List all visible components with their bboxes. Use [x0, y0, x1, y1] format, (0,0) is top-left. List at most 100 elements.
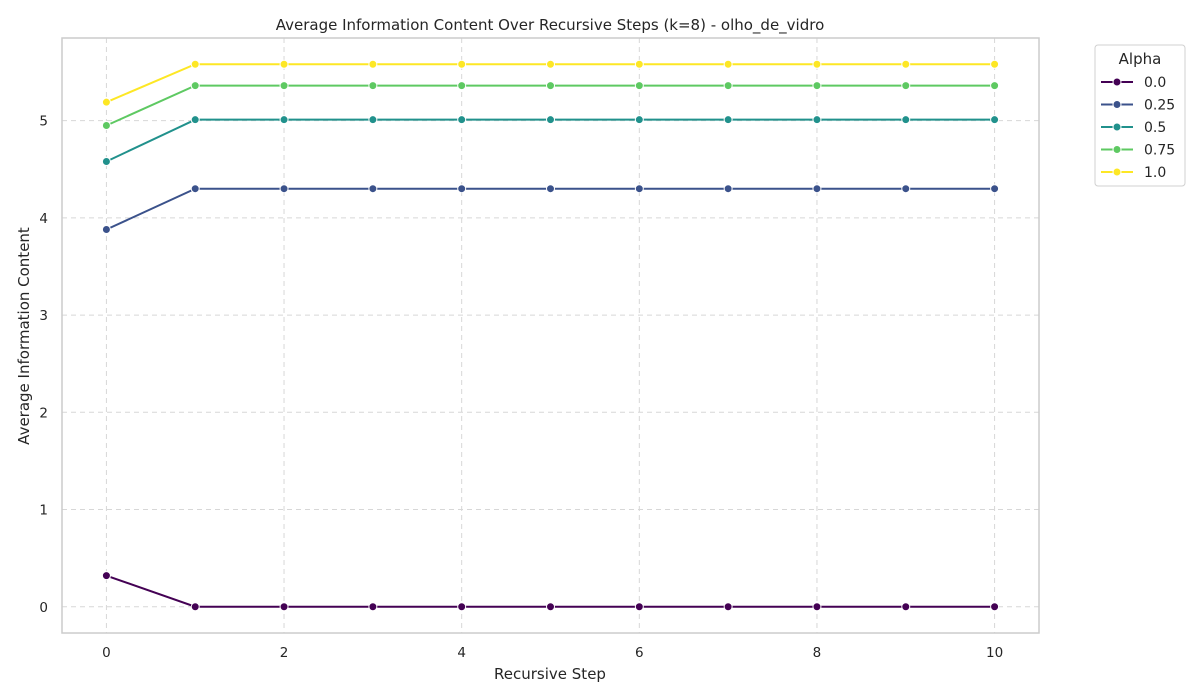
data-point [990, 184, 1000, 194]
legend-marker [1112, 122, 1122, 132]
data-point [812, 115, 822, 125]
data-point [101, 225, 111, 235]
x-tick-label: 0 [102, 645, 111, 661]
x-axis-ticks: 0 2 4 6 8 10 [102, 645, 1003, 661]
legend-item: 0.5 [1101, 120, 1166, 136]
series-line [105, 187, 995, 231]
legend-label: 0.25 [1144, 98, 1175, 114]
data-point [368, 115, 378, 125]
data-point [812, 59, 822, 69]
plot-frame [61, 37, 1040, 634]
data-point [723, 602, 733, 612]
data-point [812, 184, 822, 194]
x-axis-label: Recursive Step [494, 665, 606, 683]
data-point [901, 184, 911, 194]
data-point [279, 184, 289, 194]
gridlines [62, 38, 1039, 633]
data-point [990, 602, 1000, 612]
data-point [457, 81, 467, 91]
legend-marker [1112, 77, 1122, 87]
y-axis-ticks: 0 1 2 3 4 5 [39, 114, 48, 616]
data-point [723, 81, 733, 91]
series-line [106, 574, 995, 608]
data-point [546, 59, 555, 69]
legend-marker [1112, 167, 1122, 177]
data-point [634, 602, 644, 612]
data-point [634, 59, 644, 69]
legend-item: 0.0 [1101, 75, 1166, 91]
data-point [279, 81, 289, 91]
data-point [812, 602, 822, 612]
legend-items: 0.0 0.25 0.5 0.75 1.0 [1101, 75, 1175, 181]
data-point [368, 602, 378, 612]
series-0.0 [101, 571, 1000, 612]
data-point [279, 115, 289, 125]
y-tick-label: 5 [39, 114, 48, 130]
legend-item: 0.75 [1101, 143, 1175, 159]
data-point [190, 81, 200, 91]
x-tick-label: 4 [457, 645, 466, 661]
data-point [990, 81, 1000, 91]
x-tick-label: 8 [813, 645, 822, 661]
y-tick-label: 2 [39, 405, 48, 421]
data-point [457, 115, 467, 125]
legend-title: Alpha [1119, 50, 1162, 68]
data-point [368, 59, 378, 69]
data-point [546, 115, 555, 125]
x-tick-label: 2 [280, 645, 289, 661]
data-point [723, 184, 733, 194]
legend-marker [1112, 100, 1122, 109]
series-layer [101, 59, 1000, 612]
legend-label: 0.75 [1144, 143, 1175, 159]
series-0.25 [101, 184, 1000, 235]
y-tick-label: 0 [39, 600, 48, 616]
data-point [101, 97, 111, 107]
data-point [634, 81, 644, 91]
data-point [190, 602, 200, 612]
data-point [101, 121, 111, 130]
data-point [190, 184, 200, 194]
data-point [812, 81, 822, 91]
data-point [279, 602, 289, 612]
legend: Alpha 0.0 0.25 0.5 0.75 1.0 [1094, 44, 1186, 187]
series-0.5 [101, 115, 1000, 166]
x-tick-label: 10 [986, 645, 1003, 661]
data-point [634, 184, 644, 194]
data-point [723, 59, 733, 69]
data-point [901, 81, 911, 91]
data-point [546, 184, 555, 194]
legend-label: 0.0 [1144, 75, 1166, 91]
data-point [457, 602, 467, 612]
data-point [990, 115, 1000, 125]
legend-item: 0.25 [1101, 98, 1175, 114]
data-point [901, 59, 911, 69]
data-point [723, 115, 733, 125]
data-point [546, 602, 555, 612]
legend-item: 1.0 [1101, 165, 1166, 181]
data-point [457, 59, 467, 69]
data-point [457, 184, 467, 194]
data-point [368, 81, 378, 91]
data-point [368, 184, 378, 194]
legend-marker [1112, 145, 1122, 154]
data-point [190, 59, 200, 69]
data-point [101, 571, 111, 581]
chart-title: Average Information Content Over Recursi… [276, 16, 825, 35]
series-line [105, 118, 995, 163]
y-tick-label: 1 [39, 503, 48, 519]
series-1.0 [101, 59, 1000, 107]
y-axis-label: Average Information Content [15, 227, 33, 445]
data-point [901, 602, 911, 612]
data-point [634, 115, 644, 125]
legend-label: 0.5 [1144, 120, 1166, 136]
data-point [901, 115, 911, 125]
series-0.75 [101, 81, 1000, 130]
data-point [990, 59, 1000, 69]
x-tick-label: 6 [635, 645, 644, 661]
data-point [190, 115, 200, 125]
y-tick-label: 3 [39, 308, 48, 324]
data-point [546, 81, 555, 91]
y-tick-label: 4 [39, 211, 48, 227]
legend-label: 1.0 [1144, 165, 1166, 181]
